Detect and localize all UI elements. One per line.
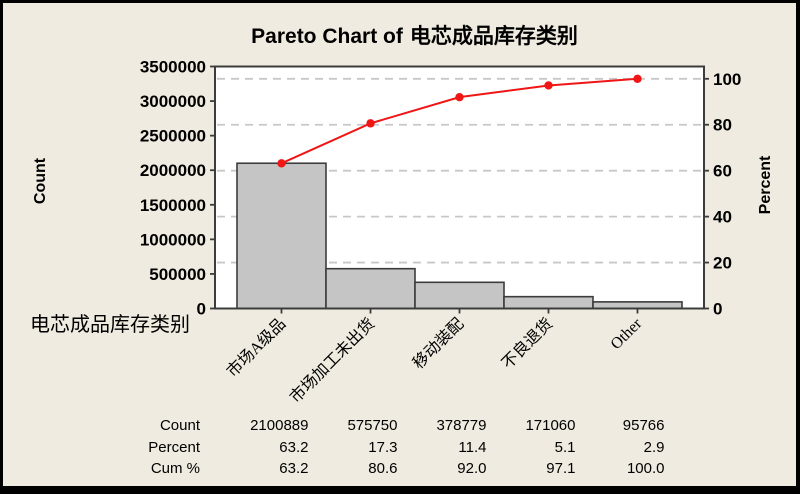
count-tick-label: 1500000 (140, 196, 206, 215)
table-row-label: Count (159, 417, 200, 434)
table-cell: 97.1 (546, 460, 576, 477)
bar (414, 281, 505, 310)
count-tick-label: 3000000 (140, 92, 206, 111)
table-cell: 11.4 (458, 439, 487, 456)
cumulative-point (633, 74, 642, 83)
percent-tick-label: 100 (713, 70, 741, 89)
percent-tick-label: 0 (713, 300, 722, 319)
chart-title-prefix: Pareto Chart of (251, 25, 403, 48)
count-tick-label: 0 (197, 300, 206, 319)
count-tick-label: 2000000 (140, 161, 206, 180)
table-row-label: Cum % (150, 460, 200, 477)
count-tick-label: 3500000 (140, 58, 206, 77)
table-cell: 171060 (525, 417, 576, 434)
table-row-label: Percent (148, 439, 200, 456)
cumulative-point (366, 119, 375, 128)
count-tick-label: 1000000 (140, 230, 206, 249)
table-cell: 5.1 (554, 439, 576, 456)
percent-tick-label: 80 (713, 116, 732, 135)
cumulative-point (544, 81, 553, 90)
x-variable-label: 电芯成品库存类别 (30, 314, 190, 336)
table-cell: 575750 (347, 417, 398, 434)
cumulative-point (277, 159, 286, 168)
percent-tick-label: 40 (713, 208, 732, 227)
table-cell: 2100889 (250, 417, 309, 434)
pareto-plot: 0 500000 1000000 1500000 2000000 2500000 30000… (140, 58, 742, 407)
table-cell: 17.3 (368, 439, 398, 456)
table-cell: 378779 (436, 417, 487, 434)
percent-tick-label: 20 (713, 254, 732, 273)
cumulative-point (455, 92, 464, 102)
table-cell: 80.6 (368, 460, 398, 477)
table-cell: 63.2 (279, 439, 309, 456)
count-tick-label: 500000 (149, 265, 206, 284)
percent-tick-label: 60 (713, 162, 732, 181)
table-cell: 63.2 (279, 460, 309, 477)
bar (236, 162, 327, 310)
table-cell: 92.0 (457, 460, 487, 477)
table-cell: 95766 (622, 417, 665, 434)
summary-table: Count 2100889 575750 378779 171060 95766 Perce… (3, 3, 796, 486)
table-cell: 100.0 (626, 460, 665, 477)
table-row: Cum % 63.2 80.6 92.0 97.1 100.0 (3, 460, 796, 478)
chart-title-subject: 电芯成品库存类别 (409, 24, 578, 48)
table-row: Percent 63.2 17.3 11.4 5.1 2.9 (3, 439, 796, 457)
bar (325, 267, 416, 310)
table-cell: 2.9 (643, 439, 665, 456)
table-row: Count 2100889 575750 378779 171060 95766 (3, 417, 796, 435)
count-tick-label: 2500000 (140, 127, 206, 146)
chart-title: Pareto Chart of 电芯成品库存类别 (33, 20, 796, 50)
